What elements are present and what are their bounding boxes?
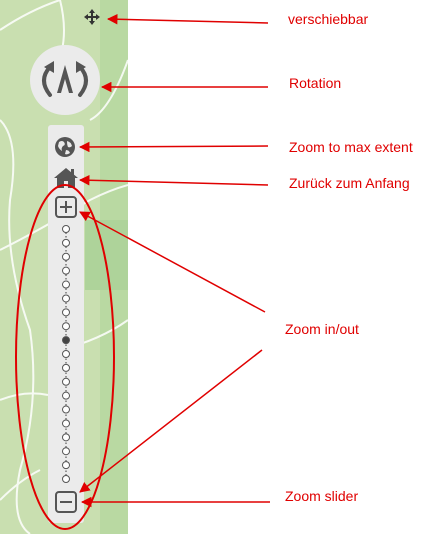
zoom-slider-step[interactable] [62,266,70,275]
zoom-slider-step[interactable] [62,377,70,386]
zoom-slider-step[interactable] [62,475,70,483]
zoom-slider-step[interactable] [62,461,70,470]
zoom-slider-thumb[interactable] [62,336,70,345]
zoom-slider-step[interactable] [62,294,70,303]
zoom-slider-step[interactable] [62,405,70,414]
zoom-slider-step[interactable] [62,225,70,233]
zoom-slider-step[interactable] [62,322,70,331]
label-verschiebbar: verschiebbar [288,11,369,27]
rotate-north-arrow-icon [42,61,88,97]
zoom-slider-step[interactable] [62,363,70,372]
label-home: Zurück zum Anfang [289,175,410,191]
zoom-panel [48,125,84,523]
label-max-extent: Zoom to max extent [289,139,413,155]
zoom-slider-step[interactable] [62,238,70,247]
label-zoom-slider: Zoom slider [285,488,359,504]
zoom-slider-step[interactable] [62,433,70,442]
move-handle[interactable] [84,9,104,29]
move-arrows-icon [84,9,100,25]
zoom-slider-step[interactable] [62,391,70,400]
rotation-button[interactable] [30,45,100,115]
zoom-slider-step[interactable] [62,447,70,456]
label-zoom-inout: Zoom in/out [285,321,359,337]
zoom-slider-step[interactable] [62,308,70,317]
zoom-slider-step[interactable] [62,350,70,358]
zoom-slider-step[interactable] [62,280,70,289]
home-icon [54,168,78,188]
zoom-slider-step[interactable] [62,419,70,428]
label-rotation: Rotation [289,75,342,91]
globe-icon [55,137,75,157]
minus-box-icon [55,491,77,513]
zoom-slider[interactable] [56,223,76,485]
zoom-slider-step[interactable] [62,252,70,261]
plus-box-icon [55,196,77,218]
